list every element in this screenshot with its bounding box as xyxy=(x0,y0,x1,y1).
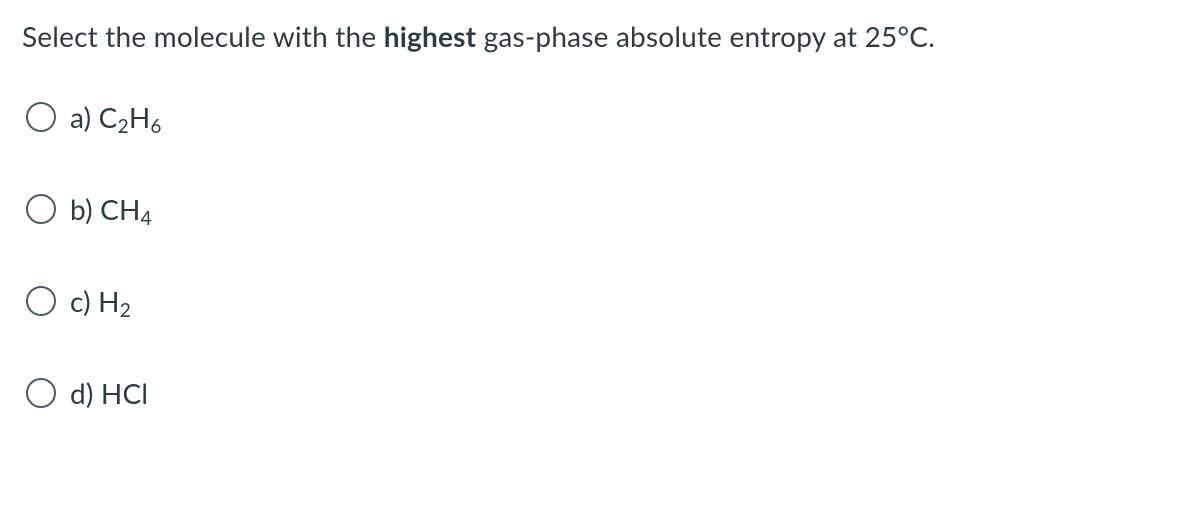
radio-icon xyxy=(26,286,56,316)
option-b-label: b) CH4 xyxy=(70,192,152,226)
option-sub: 6 xyxy=(150,115,161,138)
option-sub: 2 xyxy=(120,299,131,322)
option-b[interactable]: b) CH4 xyxy=(26,192,1178,226)
question-prefix: Select the molecule with the xyxy=(22,19,384,53)
question-bold: highest xyxy=(384,19,477,53)
option-text: a) C xyxy=(70,100,118,134)
option-a-label: a) C2H6 xyxy=(70,100,162,134)
option-sub: 2 xyxy=(118,115,129,138)
option-text: b) CH xyxy=(70,192,141,226)
option-c[interactable]: c) H2 xyxy=(26,284,1178,318)
option-c-label: c) H2 xyxy=(70,284,131,318)
option-text: c) H xyxy=(70,284,120,318)
option-text: d) HCl xyxy=(70,376,148,410)
question-suffix: gas-phase absolute entropy at 25°C. xyxy=(476,19,935,53)
options-group: a) C2H6 b) CH4 c) H2 d) HCl xyxy=(22,100,1178,410)
option-sub: 4 xyxy=(141,207,152,230)
option-text: H xyxy=(129,100,151,134)
option-a[interactable]: a) C2H6 xyxy=(26,100,1178,134)
radio-icon xyxy=(26,378,56,408)
option-d[interactable]: d) HCl xyxy=(26,376,1178,410)
radio-icon xyxy=(26,102,56,132)
question-text: Select the molecule with the highest gas… xyxy=(22,18,1178,56)
option-d-label: d) HCl xyxy=(70,376,148,410)
radio-icon xyxy=(26,194,56,224)
